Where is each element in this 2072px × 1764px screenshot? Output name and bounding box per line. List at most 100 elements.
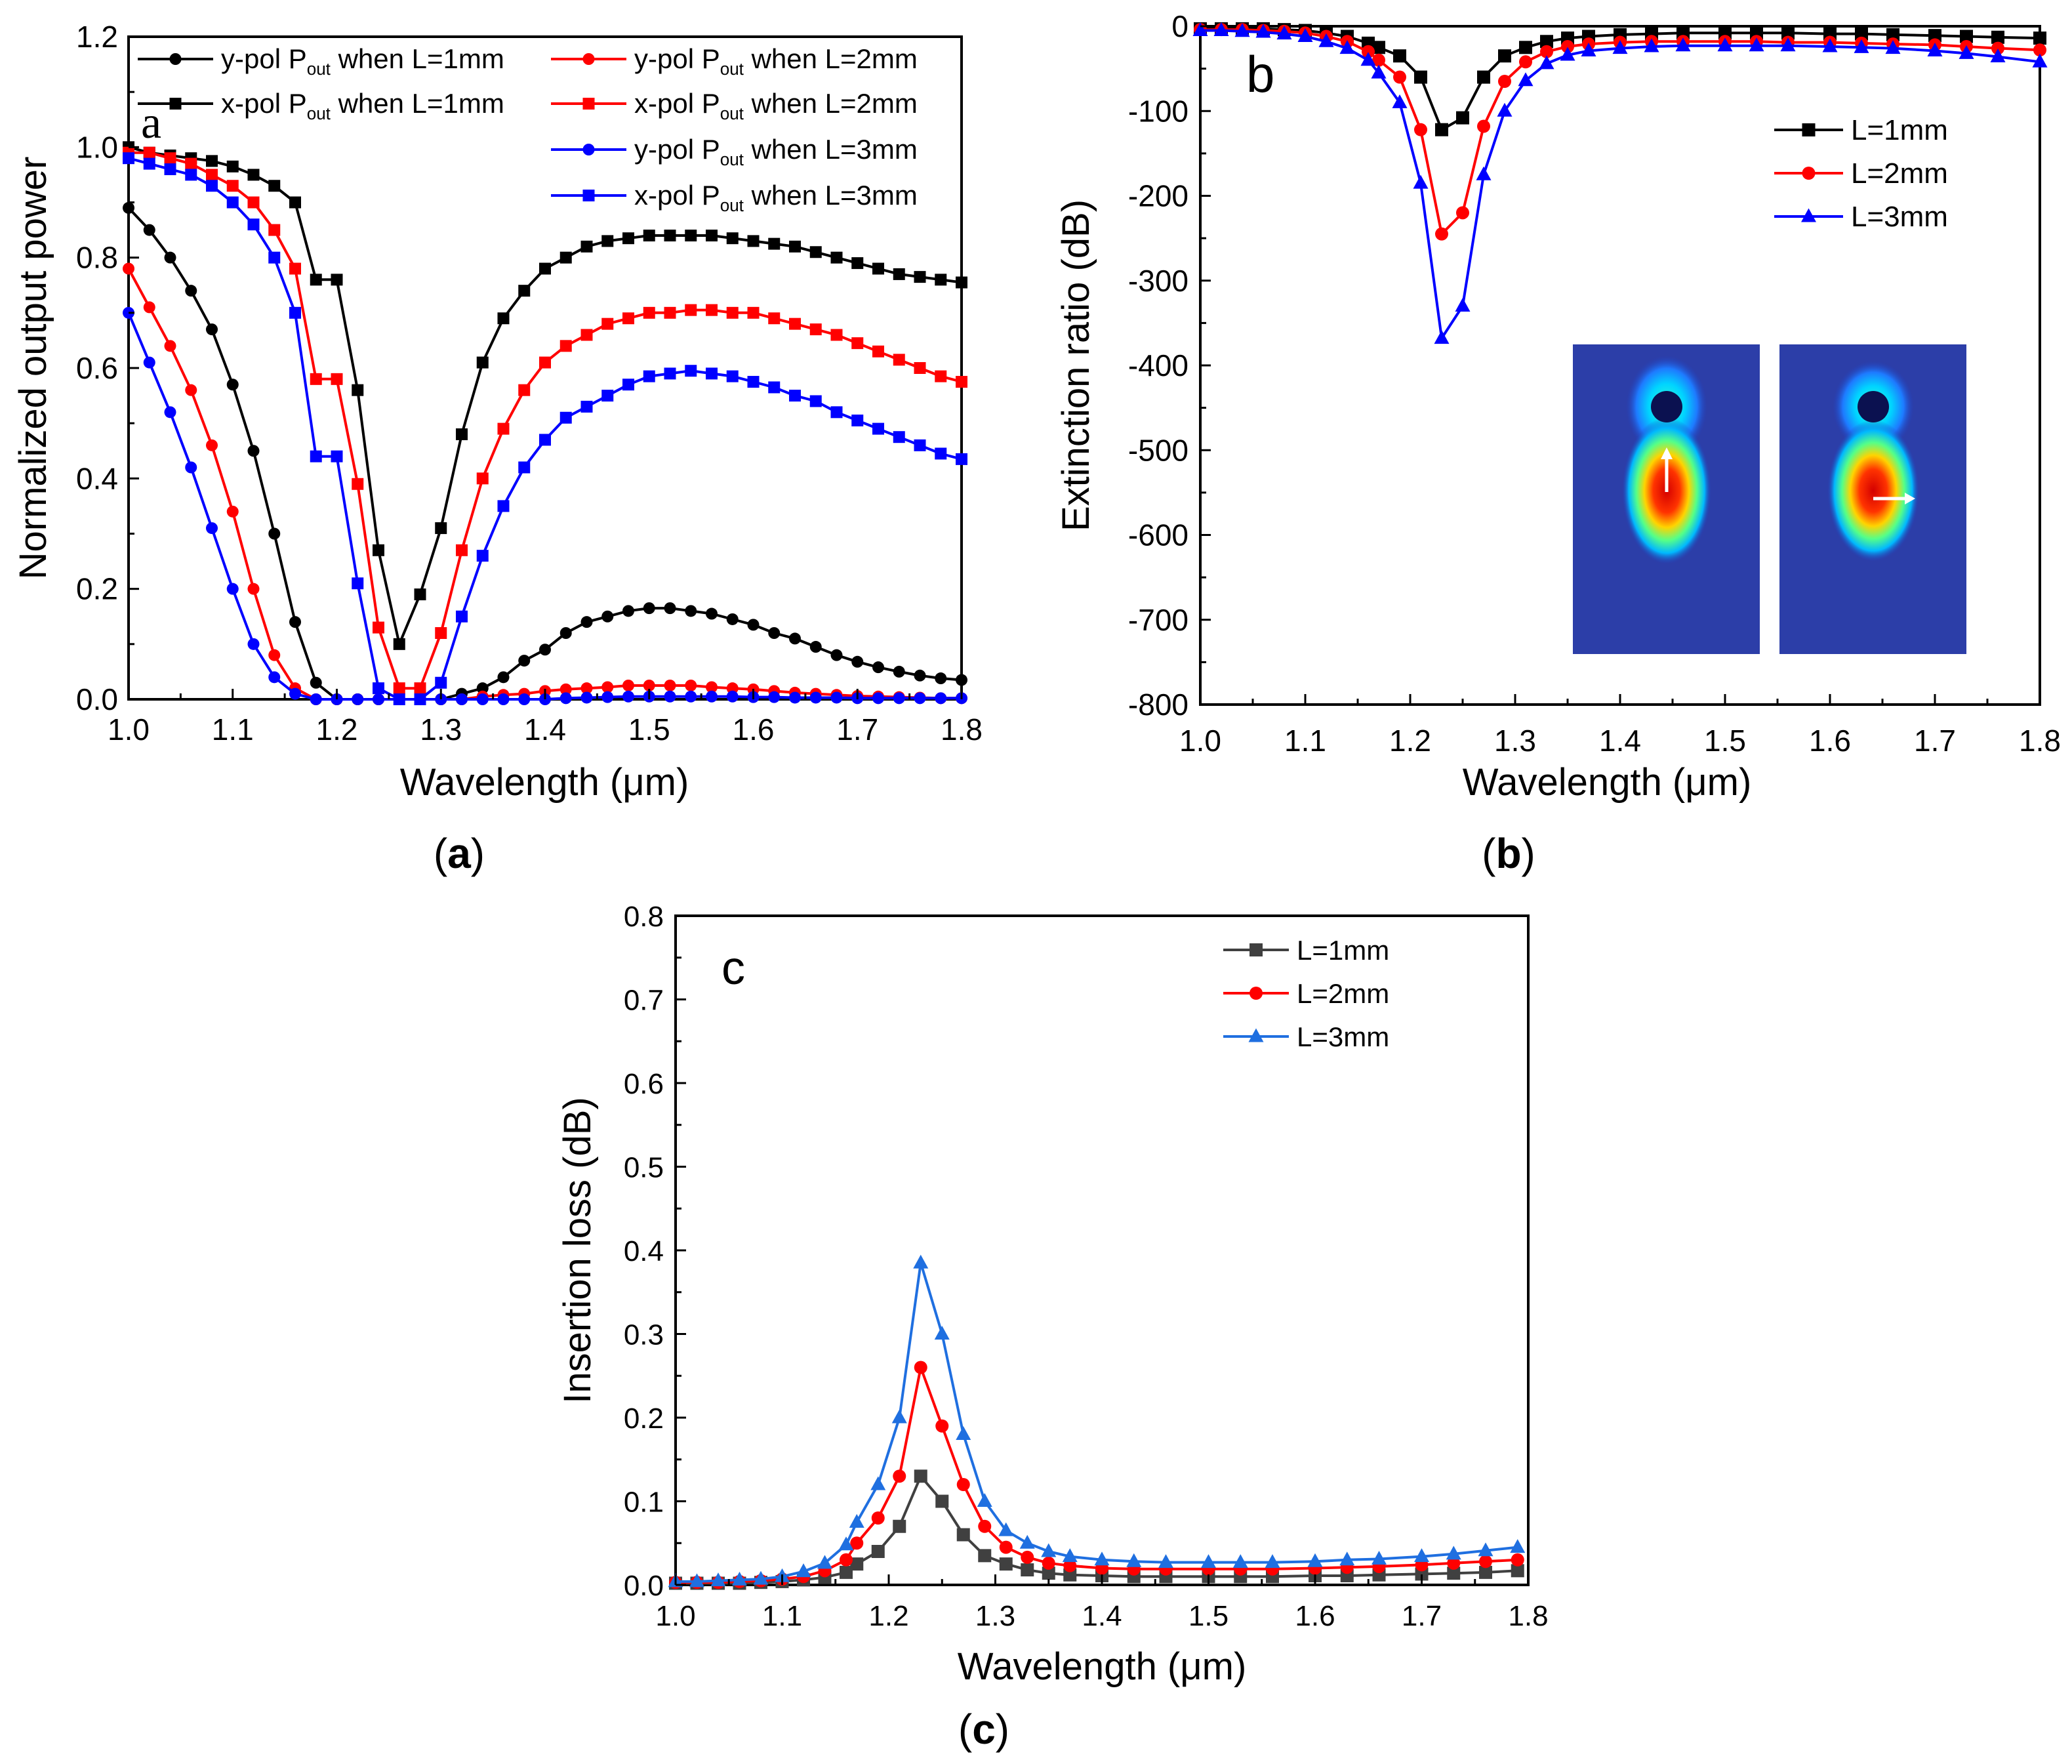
- data-point-series-2: [1447, 1556, 1461, 1570]
- data-point-series-6: [872, 422, 884, 435]
- y-tick-label: 0.1: [624, 1487, 664, 1519]
- data-point-series-6: [289, 306, 301, 319]
- data-point-series-3: [710, 1572, 726, 1587]
- data-point-series-2: [373, 544, 384, 556]
- data-point-series-3: [726, 682, 739, 695]
- y-tick-label: -400: [1128, 348, 1188, 382]
- legend-entry: L=2mm: [1774, 157, 1948, 190]
- data-point-series-3: [1201, 1554, 1216, 1569]
- data-point-series-3: [1497, 102, 1513, 117]
- x-tick-label: 1.5: [1188, 1600, 1229, 1632]
- data-point-series-3: [1854, 39, 1869, 53]
- data-point-series-3: [1158, 1554, 1173, 1569]
- panel-c-caption: (c): [958, 1706, 1009, 1753]
- data-point-series-1: [1477, 70, 1490, 84]
- data-point-series-2: [1021, 1550, 1034, 1564]
- legend-marker: [582, 144, 595, 155]
- data-point-series-1: [1855, 27, 1868, 41]
- data-point-series-2: [914, 1361, 927, 1374]
- data-point-series-2: [247, 169, 260, 181]
- data-point-series-4: [289, 262, 301, 275]
- legend-label: L=1mm: [1851, 114, 1948, 146]
- data-point-series-2: [664, 230, 676, 241]
- data-point-series-2: [726, 232, 739, 245]
- data-point-series-5: [352, 693, 364, 705]
- data-point-series-3: [1478, 1542, 1493, 1557]
- data-point-series-6: [851, 414, 864, 426]
- panel-b-series: [1192, 22, 2048, 344]
- data-point-series-5: [622, 690, 634, 703]
- data-point-series-2: [643, 230, 655, 241]
- data-point-series-3: [1644, 38, 1659, 52]
- data-point-series-1: [1960, 30, 1973, 43]
- data-point-series-3: [817, 1555, 832, 1569]
- data-point-series-5: [185, 461, 197, 474]
- data-point-series-1: [871, 1545, 885, 1558]
- data-point-series-3: [1255, 24, 1271, 38]
- inset-x-mode-image: [1779, 344, 1966, 654]
- y-tick-label: -500: [1128, 433, 1188, 467]
- x-tick-label: 1.3: [420, 712, 462, 747]
- data-point-series-1: [1393, 49, 1406, 63]
- data-point-series-4: [476, 472, 489, 485]
- x-tick-label: 1.6: [733, 712, 775, 747]
- data-point-series-3: [1612, 40, 1628, 54]
- data-point-series-3: [1717, 37, 1733, 52]
- data-point-series-2: [1456, 206, 1469, 220]
- data-point-series-1: [1063, 1568, 1077, 1582]
- data-point-series-6: [809, 395, 822, 407]
- data-point-series-1: [850, 1557, 864, 1571]
- data-point-series-1: [1042, 1567, 1055, 1580]
- data-point-series-5: [830, 691, 843, 704]
- data-point-series-6: [518, 461, 531, 474]
- legend-marker: [1802, 167, 1816, 180]
- panel-b-caption: (b): [1482, 830, 1535, 877]
- legend-marker: [1802, 123, 1816, 136]
- data-point-series-3: [870, 1476, 886, 1490]
- data-point-series-1: [580, 616, 593, 628]
- data-point-series-3: [1476, 166, 1492, 180]
- data-point-series-2: [601, 235, 614, 247]
- legend-entry: x-pol Pout when L=1mm: [138, 88, 504, 123]
- data-point-series-1: [622, 605, 634, 617]
- x-tick-label: 1.6: [1809, 724, 1851, 758]
- legend-entry: L=3mm: [1223, 1021, 1389, 1052]
- data-point-series-4: [247, 196, 260, 209]
- x-tick-label: 1.4: [1082, 1600, 1122, 1632]
- data-point-series-1: [706, 607, 718, 620]
- data-point-series-2: [393, 638, 405, 650]
- data-point-series-1: [476, 682, 489, 695]
- data-point-series-1: [1519, 41, 1532, 54]
- data-point-series-4: [143, 146, 155, 159]
- panel-a-letter: a: [141, 98, 161, 148]
- data-point-series-4: [643, 306, 655, 319]
- y-tick-label: -600: [1128, 518, 1188, 552]
- data-point-series-1: [1447, 1567, 1461, 1580]
- x-tick-label: 1.7: [1914, 724, 1956, 758]
- y-tick-label: 0.0: [624, 1570, 664, 1602]
- y-tick-label: -200: [1128, 179, 1188, 213]
- data-point-series-2: [893, 1469, 906, 1483]
- data-point-series-6: [622, 379, 634, 391]
- data-point-series-4: [622, 312, 634, 325]
- data-point-series-4: [518, 384, 531, 396]
- legend-entry: L=2mm: [1223, 978, 1389, 1009]
- data-point-series-1: [164, 251, 176, 264]
- data-point-series-6: [768, 381, 781, 394]
- data-point-series-2: [1042, 1556, 1055, 1570]
- data-point-series-3: [706, 681, 718, 693]
- data-point-series-4: [414, 682, 426, 695]
- legend-entry: L=1mm: [1223, 935, 1389, 966]
- x-tick-label: 1.2: [1389, 724, 1431, 758]
- data-point-series-2: [289, 196, 301, 209]
- data-point-series-6: [830, 406, 843, 419]
- data-point-series-6: [685, 365, 697, 377]
- data-point-series-4: [601, 318, 614, 330]
- data-point-series-3: [1019, 1534, 1035, 1549]
- data-point-series-1: [747, 619, 760, 631]
- legend-marker: [169, 53, 182, 65]
- panel-c-series: [668, 1254, 1526, 1590]
- data-point-series-2: [956, 1478, 970, 1491]
- legend-marker: [1801, 208, 1816, 222]
- legend-marker: [1249, 943, 1263, 956]
